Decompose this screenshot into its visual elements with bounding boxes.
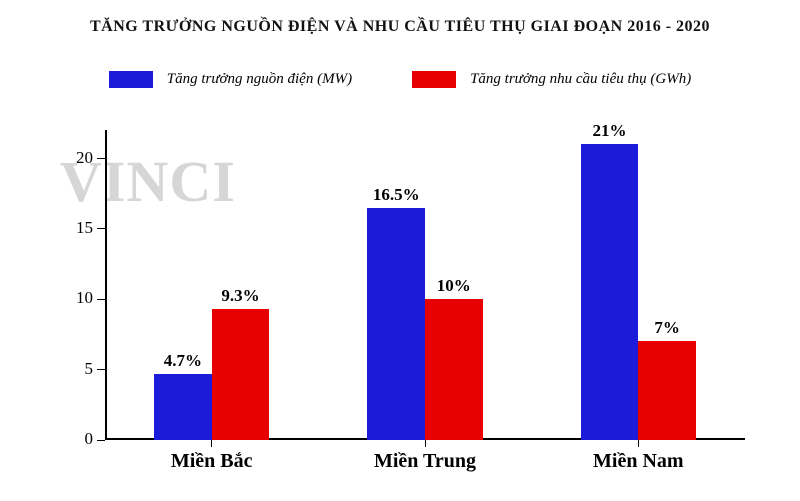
legend-item-0: Tăng trưởng nguồn điện (MW) [109, 70, 352, 88]
bar-value-label: 16.5% [373, 185, 420, 205]
y-axis [105, 130, 107, 440]
ytick-label: 5 [53, 359, 93, 379]
ytick [97, 228, 105, 229]
bar-value-label: 21% [593, 121, 627, 141]
ytick [97, 158, 105, 159]
ytick-label: 10 [53, 288, 93, 308]
chart-container: TĂNG TRƯỞNG NGUỒN ĐIỆN VÀ NHU CẦU TIÊU T… [0, 0, 800, 501]
bar-value-label: 10% [437, 276, 471, 296]
ytick-label: 15 [53, 218, 93, 238]
legend-label-0: Tăng trưởng nguồn điện (MW) [167, 71, 352, 88]
ytick [97, 440, 105, 441]
plot-area: 051015204.7%9.3%Miền Bắc16.5%10%Miền Tru… [105, 130, 745, 440]
ytick-label: 0 [53, 429, 93, 449]
chart-title: TĂNG TRƯỞNG NGUỒN ĐIỆN VÀ NHU CẦU TIÊU T… [0, 18, 800, 36]
legend-swatch-0 [109, 71, 153, 88]
bar-value-label: 7% [654, 318, 680, 338]
bar [154, 374, 212, 440]
bar [367, 208, 425, 441]
ytick-label: 20 [53, 148, 93, 168]
category-label: Miền Bắc [171, 450, 253, 473]
xtick [638, 440, 639, 447]
category-label: Miền Trung [374, 450, 476, 473]
bar [212, 309, 270, 440]
legend-swatch-1 [412, 71, 456, 88]
bar [425, 299, 483, 440]
xtick [211, 440, 212, 447]
category-label: Miền Nam [593, 450, 684, 473]
bar-value-label: 4.7% [164, 351, 202, 371]
legend-label-1: Tăng trưởng nhu cầu tiêu thụ (GWh) [470, 71, 691, 88]
bar [638, 341, 696, 440]
ytick [97, 369, 105, 370]
legend-item-1: Tăng trưởng nhu cầu tiêu thụ (GWh) [412, 70, 691, 88]
ytick [97, 299, 105, 300]
xtick [425, 440, 426, 447]
bar-value-label: 9.3% [221, 286, 259, 306]
legend: Tăng trưởng nguồn điện (MW) Tăng trưởng … [0, 70, 800, 88]
bar [581, 144, 639, 440]
